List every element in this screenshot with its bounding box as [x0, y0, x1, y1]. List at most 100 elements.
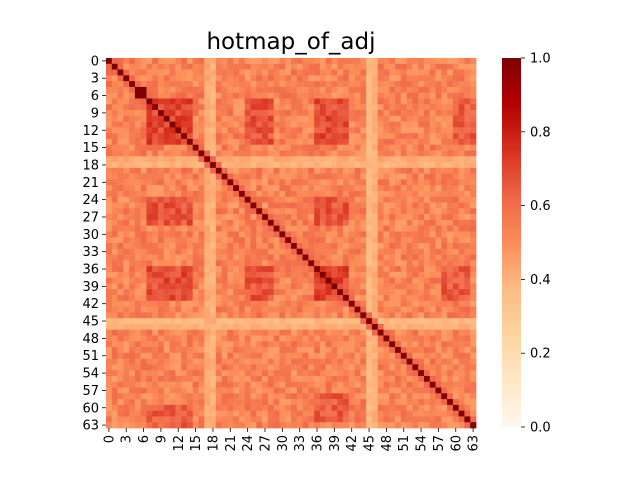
heatmap-cell [285, 260, 292, 267]
heatmap-cell [435, 190, 442, 198]
heatmap-cell [192, 237, 199, 244]
x-tick-label: 54 [415, 435, 430, 452]
heatmap-cell [291, 115, 298, 122]
heatmap-cell [458, 202, 465, 209]
heatmap-cell [458, 81, 465, 88]
heatmap-cell [308, 214, 315, 221]
heatmap-cell [452, 156, 460, 163]
heatmap-cell [458, 127, 465, 134]
heatmap-cell [458, 86, 465, 94]
heatmap-cell [308, 133, 315, 140]
heatmap-cell [111, 208, 118, 215]
heatmap-cell [412, 283, 419, 290]
heatmap-cell [250, 364, 257, 371]
heatmap-cell [285, 58, 292, 65]
heatmap-cell [291, 375, 298, 383]
heatmap-cell [181, 295, 188, 302]
heatmap-cell [227, 150, 234, 157]
heatmap-cell [325, 422, 332, 429]
heatmap-cell [163, 162, 170, 169]
heatmap-cell [464, 225, 471, 232]
heatmap-cell [152, 260, 159, 267]
heatmap-cell [395, 69, 402, 76]
heatmap-cell [215, 422, 222, 429]
heatmap-cell [134, 329, 142, 336]
heatmap-cell [406, 69, 413, 76]
heatmap-cell [354, 243, 361, 250]
heatmap-cell [106, 277, 113, 284]
heatmap-cell [158, 133, 165, 140]
heatmap-cell [186, 266, 194, 273]
heatmap-cell [279, 271, 286, 279]
heatmap-cell [458, 254, 465, 261]
heatmap-cell [435, 179, 442, 186]
heatmap-cell [163, 196, 170, 203]
heatmap-cell [210, 260, 217, 267]
heatmap-cell [273, 295, 280, 302]
heatmap-cell [158, 115, 165, 122]
heatmap-cell [406, 196, 413, 203]
heatmap-cell [400, 393, 407, 400]
heatmap-cell [204, 381, 211, 388]
heatmap-cell [314, 237, 321, 244]
heatmap-cell [181, 127, 188, 134]
heatmap-cell [360, 254, 367, 261]
heatmap-cell [106, 121, 113, 128]
heatmap-cell [296, 121, 303, 128]
heatmap-cell [337, 104, 344, 111]
heatmap-cell [441, 283, 448, 290]
heatmap-cell [267, 162, 275, 169]
heatmap-cell [273, 196, 280, 203]
heatmap-cell [371, 243, 379, 250]
heatmap-cell [458, 167, 465, 174]
heatmap-cell [331, 75, 338, 82]
y-tick-label: 60 [82, 401, 99, 416]
heatmap-cell [181, 75, 188, 82]
heatmap-cell [279, 185, 286, 192]
heatmap-cell [400, 110, 407, 117]
heatmap-cell [337, 306, 344, 313]
heatmap-cell [441, 156, 448, 163]
heatmap-cell [106, 358, 113, 365]
heatmap-cell [192, 179, 199, 186]
heatmap-cell [354, 254, 361, 261]
heatmap-cell [163, 323, 170, 331]
heatmap-cell [221, 300, 228, 307]
heatmap-cell [452, 196, 460, 203]
heatmap-cell [192, 416, 199, 423]
heatmap-cell [152, 92, 159, 99]
heatmap-cell [406, 283, 413, 290]
heatmap-cell [221, 121, 228, 128]
heatmap-cell [331, 289, 338, 296]
heatmap-cell [470, 375, 477, 383]
heatmap-cell [360, 329, 367, 336]
heatmap-cell [169, 98, 176, 105]
heatmap-cell [106, 300, 113, 307]
heatmap-cell [458, 162, 465, 169]
heatmap-cell [406, 375, 413, 383]
heatmap-cell [343, 248, 350, 255]
heatmap-cell [123, 138, 130, 146]
heatmap-cell [175, 214, 182, 221]
heatmap-cell [273, 416, 280, 423]
heatmap-cell [169, 312, 176, 319]
heatmap-cell [400, 173, 407, 180]
heatmap-cell [470, 115, 477, 122]
heatmap-cell [158, 312, 165, 319]
heatmap-cell [221, 150, 228, 157]
heatmap-cell [400, 375, 407, 383]
heatmap-cell [418, 179, 425, 186]
heatmap-cell [129, 358, 136, 365]
heatmap-cell [210, 110, 217, 117]
heatmap-cell [435, 271, 442, 279]
heatmap-cell [140, 243, 147, 250]
heatmap-cell [395, 323, 402, 331]
heatmap-cell [244, 375, 251, 383]
heatmap-cell [360, 133, 367, 140]
heatmap-cell [215, 254, 222, 261]
heatmap-cell [198, 58, 205, 65]
heatmap-cell [470, 150, 477, 157]
heatmap-cell [296, 231, 303, 238]
heatmap-cell [215, 312, 222, 319]
heatmap-cell [418, 173, 425, 180]
